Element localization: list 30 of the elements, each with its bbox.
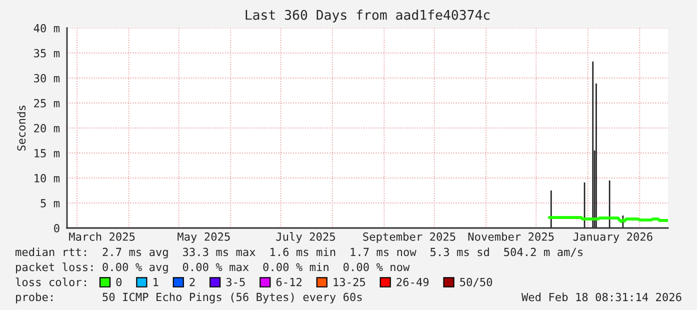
x-tick-label: January 2026 xyxy=(573,232,652,243)
y-tick-label: 15 m xyxy=(34,149,60,158)
text: Wed Feb 18 08:31:14 2026 xyxy=(521,292,682,302)
legend-title: loss color: xyxy=(16,278,86,286)
text: median rtt: 2.7 ms avg 33.3 ms max 1.6 ms min 1.7 ms now 5.3 ms sd 504.2 m am/s xyxy=(16,248,583,258)
y-axis-title: Seconds xyxy=(16,106,26,151)
y-tick-label: 35 m xyxy=(34,49,60,58)
y-tick-label: 30 m xyxy=(34,74,60,82)
x-tick-label: July 2025 xyxy=(276,232,335,243)
legend-label: 2 xyxy=(190,278,195,286)
x-tick-label: November 2025 xyxy=(468,232,554,241)
legend-label: 13-25 xyxy=(334,278,366,286)
y-tick-label: 40 m xyxy=(34,24,60,32)
x-tick-label: May 2025 xyxy=(178,232,230,243)
legend-label: 26-49 xyxy=(396,278,429,286)
legend-label: 6-12 xyxy=(276,278,302,286)
text: probe: 50 ICMP Echo Pings (56 Bytes) every 60s xyxy=(16,292,362,304)
y-tick-label: 5 m xyxy=(40,199,60,208)
y-tick-label: 25 m xyxy=(34,99,60,108)
x-tick-label: September 2025 xyxy=(363,232,456,243)
y-tick-label: 10 m xyxy=(34,174,60,182)
legend-label: 50/50 xyxy=(460,278,492,288)
chart-title: Last 360 Days from aad1fe40374c xyxy=(246,10,490,22)
y-tick-label: 0 xyxy=(54,224,60,232)
legend-label: 1 xyxy=(154,278,158,286)
legend-label: 3-5 xyxy=(226,278,245,286)
x-tick-label: March 2025 xyxy=(69,232,135,241)
y-tick-label: 20 m xyxy=(34,124,60,132)
legend-label: 0 xyxy=(116,278,122,286)
text: packet loss: 0.00 % avg 0.00 % max 0.00 % min 0.00 % now xyxy=(16,262,410,274)
